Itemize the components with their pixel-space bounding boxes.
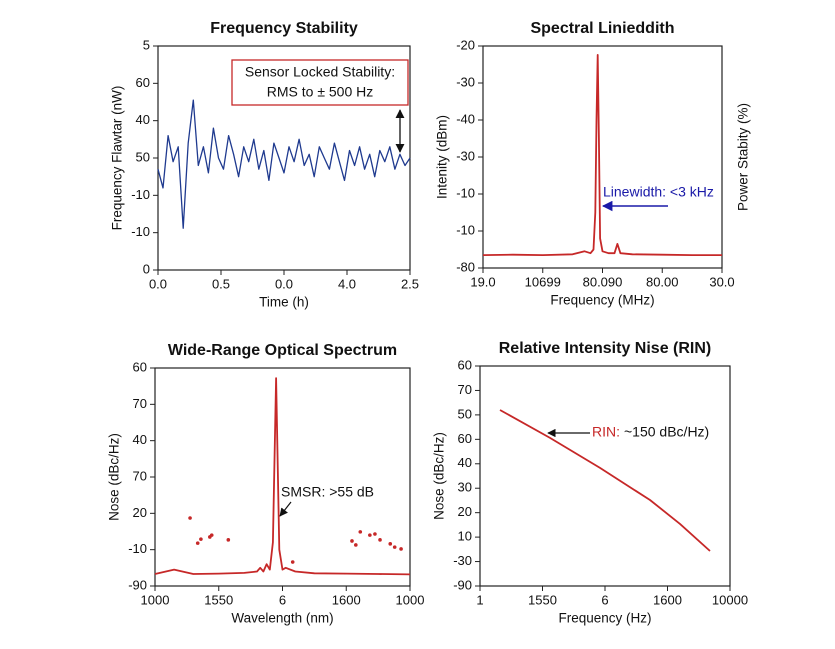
y-tick-label: 70 xyxy=(458,382,472,397)
y-tick-label: -90 xyxy=(453,577,472,592)
data-point xyxy=(195,541,200,545)
x-tick-label: 10699 xyxy=(525,274,561,289)
arrow xyxy=(279,501,292,517)
x-axis-label: Time (h) xyxy=(259,295,309,310)
data-point xyxy=(378,538,382,542)
data-point xyxy=(388,542,393,546)
data-line xyxy=(157,99,411,229)
x-tick-label: 80.00 xyxy=(646,274,679,289)
y2-axis-label: Power Stabity (%) xyxy=(736,103,751,211)
y-tick-label: 60 xyxy=(133,359,147,374)
x-tick-label: 30.0 xyxy=(709,274,734,289)
chart-title: Frequency Stability xyxy=(210,20,358,37)
y-tick-label: -90 xyxy=(128,577,147,592)
y-axis-label: Nose (dBc/Hz) xyxy=(432,432,447,520)
data-point xyxy=(209,533,214,537)
y-tick-label: 60 xyxy=(458,431,472,446)
x-tick-label: 1600 xyxy=(332,592,361,607)
x-tick-label: 19.0 xyxy=(470,274,495,289)
y-tick-label: -10 xyxy=(131,187,150,202)
data-point xyxy=(358,530,363,534)
y-tick-label: 0 xyxy=(143,261,150,276)
annotation: SMSR: >55 dB xyxy=(281,484,374,500)
y-tick-label: 20 xyxy=(458,504,472,519)
y-tick-label: 40 xyxy=(136,112,150,127)
data-point xyxy=(354,543,358,547)
plot-frame xyxy=(154,367,411,587)
y-tick-label: 5 xyxy=(143,37,150,52)
x-tick-label: 6 xyxy=(601,592,608,607)
data-line xyxy=(154,377,411,576)
y-tick-label: -20 xyxy=(456,37,475,52)
x-tick-label: 10000 xyxy=(712,592,748,607)
x-tick-label: 0.0 xyxy=(275,276,293,291)
data-point xyxy=(392,545,397,549)
y-tick-label: 50 xyxy=(458,406,472,421)
plot-frame xyxy=(482,45,723,269)
data-line xyxy=(499,409,711,552)
y-axis-label: Nose (dBc/Hz) xyxy=(107,433,122,521)
annotation-box xyxy=(231,59,409,106)
annotation-label: RIN: xyxy=(592,424,620,440)
x-tick-label: 1550 xyxy=(528,592,557,607)
chart-title: Spectral Linieddith xyxy=(530,20,674,37)
x-tick-label: 0.0 xyxy=(149,276,167,291)
y-tick-label: -10 xyxy=(456,185,475,200)
x-tick-label: 0.5 xyxy=(212,276,230,291)
annotation: Sensor Locked Stability: xyxy=(245,64,395,80)
y-tick-label: -80 xyxy=(456,259,475,274)
chart-title: Wide-Range Optical Spectrum xyxy=(168,342,397,359)
x-tick-label: 1 xyxy=(476,592,483,607)
y-tick-label: 60 xyxy=(136,75,150,90)
y-tick-label: 70 xyxy=(133,396,147,411)
x-tick-label: 2.5 xyxy=(401,276,419,291)
data-point xyxy=(226,538,231,542)
y-tick-label: -30 xyxy=(456,148,475,163)
data-point xyxy=(373,532,377,536)
y-tick-label: 40 xyxy=(458,455,472,470)
data-point xyxy=(399,547,403,551)
x-axis-label: Frequency (MHz) xyxy=(550,293,654,308)
y-tick-label: 20 xyxy=(133,505,147,520)
annotation: ~150 dBc/Hz) xyxy=(624,424,709,440)
chart-title: Relative Intensity Nise (RIN) xyxy=(499,340,712,357)
y-tick-label: -10 xyxy=(131,224,150,239)
data-point xyxy=(188,516,192,520)
x-tick-label: 6 xyxy=(279,592,286,607)
plot-frame xyxy=(479,365,731,587)
data-point xyxy=(199,537,203,541)
x-axis-label: Frequency (Hz) xyxy=(558,611,651,626)
y-axis-label: Frequency Flawtar (nW) xyxy=(110,86,125,231)
x-tick-label: 1550 xyxy=(204,592,233,607)
data-point xyxy=(290,560,295,564)
data-point xyxy=(350,539,354,543)
y-tick-label: -10 xyxy=(128,541,147,556)
x-tick-label: 4.0 xyxy=(338,276,356,291)
y-tick-label: -40 xyxy=(456,111,475,126)
y-tick-label: 70 xyxy=(133,468,147,483)
x-tick-label: 1600 xyxy=(653,592,682,607)
y-tick-label: 40 xyxy=(133,432,147,447)
y-axis-label: Intenity (dBm) xyxy=(435,115,450,199)
x-tick-label: 1000 xyxy=(396,592,425,607)
y-tick-label: 50 xyxy=(136,149,150,164)
y-tick-label: 60 xyxy=(458,357,472,372)
x-axis-label: Wavelength (nm) xyxy=(231,611,333,626)
x-tick-label: 1000 xyxy=(141,592,170,607)
x-tick-label: 80.090 xyxy=(583,274,623,289)
y-tick-label: -10 xyxy=(456,222,475,237)
data-point xyxy=(368,533,372,537)
y-tick-label: -30 xyxy=(456,74,475,89)
y-tick-label: 30 xyxy=(458,480,472,495)
annotation: RMS to ± 500 Hz xyxy=(267,84,374,100)
y-tick-label: -30 xyxy=(453,553,472,568)
annotation: Linewidth: <3 kHz xyxy=(603,184,714,200)
y-tick-label: 10 xyxy=(458,529,472,544)
data-line xyxy=(482,54,722,256)
